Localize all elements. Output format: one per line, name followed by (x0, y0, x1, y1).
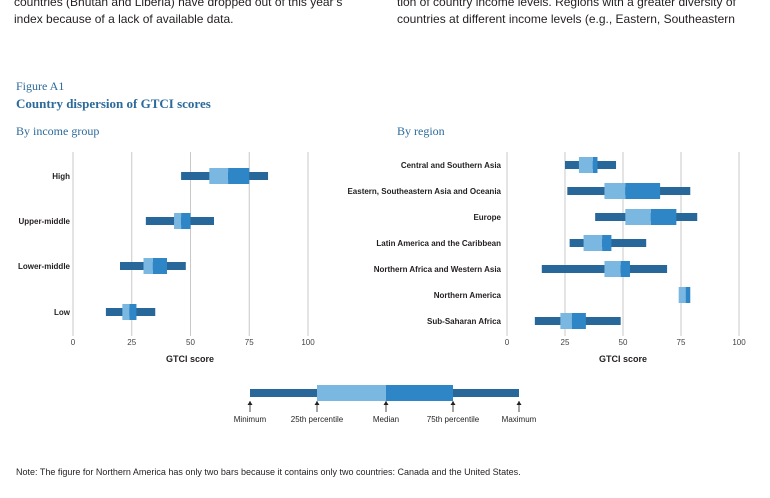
box-upper (650, 209, 677, 225)
category-label: Latin America and the Caribbean (376, 239, 501, 248)
box-upper (152, 258, 167, 274)
body-text-right: tion of country income levels. Regions w… (397, 0, 757, 28)
category-label: Sub-Saharan Africa (427, 317, 501, 326)
dispersion-chart: 0 25 50 75 100 GTCI score High Upper-middle Lowe… (18, 152, 746, 424)
box-upper (685, 287, 691, 303)
category-label: High (52, 172, 70, 181)
x-tick-label: 25 (561, 338, 570, 347)
box-upper (129, 304, 137, 320)
x-axis-label: GTCI score (599, 354, 647, 364)
box-upper (625, 183, 661, 199)
legend-arrow-icon (450, 401, 456, 405)
category-label: Europe (473, 213, 501, 222)
x-tick-label: 50 (186, 338, 195, 347)
body-text-left: countries (Bhutan and Liberia) have drop… (14, 0, 364, 28)
box-lower (678, 287, 686, 303)
box-upper (592, 157, 598, 173)
box-upper (228, 168, 250, 184)
x-tick-label: 75 (245, 338, 254, 347)
panel-title-income: By income group (16, 124, 100, 138)
category-label: Northern Africa and Western Asia (374, 265, 502, 274)
box-lower (625, 209, 651, 225)
category-label: Eastern, Southeastern Asia and Oceania (347, 187, 501, 196)
figure-label: Figure A1 (16, 79, 65, 93)
box-lower (604, 261, 621, 277)
box-upper (571, 313, 586, 329)
x-tick-label: 75 (677, 338, 686, 347)
x-tick-label: 25 (127, 338, 136, 347)
legend-arrow-icon (383, 401, 389, 405)
legend-box-upper (386, 385, 453, 401)
panel-title-region: By region (397, 124, 445, 138)
body-text-line: tion of country income levels. Regions w… (397, 0, 736, 9)
whisker-bar (541, 265, 668, 273)
legend-label: 25th percentile (291, 415, 344, 424)
box-lower (560, 313, 572, 329)
x-tick-label: 0 (71, 338, 76, 347)
legend-arrow-icon (516, 401, 522, 405)
box-lower (122, 304, 130, 320)
legend-label: Maximum (502, 415, 537, 424)
x-tick-label: 50 (619, 338, 628, 347)
legend-label: Median (373, 415, 399, 424)
body-text-line: index because of a lack of available dat… (14, 12, 234, 26)
box-upper (602, 235, 612, 251)
legend-label: 75th percentile (427, 415, 480, 424)
x-tick-label: 0 (505, 338, 510, 347)
legend-arrow-icon (314, 401, 320, 405)
category-label: Upper-middle (18, 217, 70, 226)
legend-arrow-icon (247, 401, 253, 405)
box-lower (174, 213, 182, 229)
legend-box-lower (317, 385, 386, 401)
body-text-line: countries (Bhutan and Liberia) have drop… (14, 0, 343, 9)
box-lower (583, 235, 603, 251)
x-axis-label: GTCI score (166, 354, 214, 364)
x-tick-label: 100 (732, 338, 746, 347)
legend-label: Minimum (234, 415, 267, 424)
category-label: Northern America (434, 291, 502, 300)
body-text-line: countries at different income levels (e.… (397, 12, 735, 26)
figure-title: Country dispersion of GTCI scores (16, 96, 211, 111)
x-tick-label: 100 (301, 338, 315, 347)
box-upper (620, 261, 630, 277)
box-lower (143, 258, 153, 274)
box-upper (181, 213, 191, 229)
category-label: Lower-middle (18, 262, 71, 271)
footnote: Note: The figure for Northern America ha… (16, 467, 521, 477)
category-label: Low (54, 308, 71, 317)
box-lower (604, 183, 626, 199)
category-label: Central and Southern Asia (401, 161, 502, 170)
box-lower (578, 157, 593, 173)
box-lower (209, 168, 229, 184)
